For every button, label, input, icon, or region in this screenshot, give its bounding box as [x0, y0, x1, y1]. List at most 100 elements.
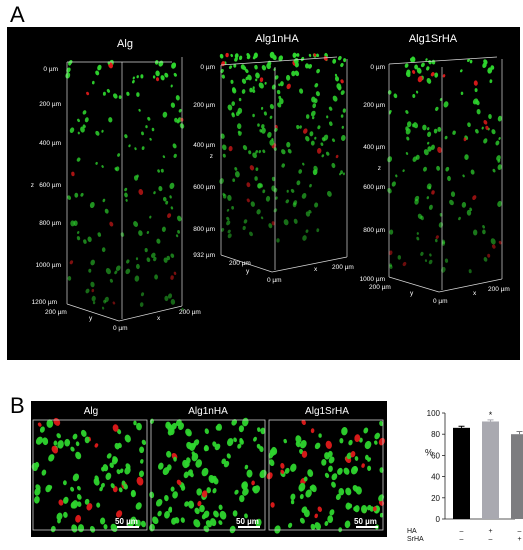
- live-cell: [135, 263, 140, 270]
- live-cell: [338, 86, 342, 91]
- live-cell: [139, 302, 144, 307]
- live-cell: [94, 475, 99, 482]
- live-cell: [405, 152, 409, 155]
- live-cell: [157, 462, 164, 470]
- live-cell: [135, 519, 141, 528]
- live-cell: [275, 196, 278, 200]
- live-cell: [175, 234, 179, 238]
- live-cell: [126, 259, 130, 264]
- live-cell: [238, 55, 243, 60]
- live-cell: [496, 155, 501, 161]
- live-cell: [414, 195, 420, 202]
- live-cell: [201, 513, 207, 520]
- live-cell: [109, 278, 113, 283]
- live-cell: [103, 300, 107, 304]
- live-cell: [285, 74, 291, 81]
- live-cell: [249, 87, 253, 93]
- live-cell: [260, 106, 264, 110]
- live-cell: [379, 512, 384, 518]
- live-cell: [303, 476, 308, 482]
- live-cell: [412, 94, 416, 98]
- condition-rows: HA – + –SrHA – – +: [407, 528, 522, 543]
- live-cell: [321, 137, 326, 142]
- dead-cell: [109, 221, 114, 227]
- live-cell: [34, 487, 41, 496]
- x-axis-label: x: [157, 315, 161, 322]
- live-cell: [268, 223, 273, 229]
- live-cell: [462, 174, 465, 178]
- bar-alg1srha: [511, 434, 523, 519]
- live-cell: [331, 473, 338, 481]
- dead-cell: [75, 514, 82, 523]
- live-cell: [430, 144, 435, 150]
- live-cell: [46, 419, 54, 428]
- live-cell: [195, 459, 202, 468]
- live-cell: [233, 437, 237, 443]
- dead-cell: [335, 154, 339, 159]
- live-cell: [124, 192, 128, 198]
- y-tick-label: 40: [431, 473, 440, 482]
- live-cell: [492, 168, 496, 173]
- volume-alg: Alg 0 µm 200 µm 400 µm 600 µm 800 µm 100…: [31, 38, 201, 332]
- live-cell: [106, 453, 112, 459]
- live-cell: [237, 130, 241, 134]
- z-axis-label: z: [210, 153, 213, 160]
- live-cell: [338, 488, 345, 496]
- live-cell: [495, 140, 500, 146]
- live-cell: [97, 64, 102, 71]
- panel-a-3d-volumes: Alg 0 µm 200 µm 400 µm 600 µm 800 µm 100…: [7, 27, 520, 360]
- live-cell: [212, 488, 217, 494]
- dead-cell: [266, 472, 273, 480]
- live-cell: [295, 435, 302, 444]
- live-cell: [422, 124, 427, 131]
- live-cell: [128, 144, 131, 148]
- origin-label: 0 µm: [267, 277, 282, 284]
- live-cell: [473, 229, 478, 236]
- live-cell: [74, 192, 79, 198]
- live-cell: [104, 296, 109, 303]
- live-cell: [464, 154, 469, 160]
- dead-cell: [340, 79, 344, 84]
- live-cell: [369, 506, 374, 512]
- live-cell: [434, 238, 438, 243]
- live-cell: [162, 196, 167, 202]
- live-cell: [269, 139, 275, 146]
- live-cell: [311, 116, 315, 120]
- live-cell: [130, 489, 136, 497]
- live-cell: [71, 500, 79, 509]
- z-tick: 600 µm: [39, 182, 61, 189]
- live-cell: [265, 195, 271, 202]
- dead-cell: [91, 288, 95, 293]
- live-cell: [305, 211, 311, 217]
- live-cell: [157, 510, 162, 517]
- live-cell: [146, 231, 150, 234]
- volume-title: Alg: [117, 38, 133, 50]
- live-cell: [164, 495, 169, 502]
- live-cell: [231, 206, 235, 210]
- live-cell: [188, 500, 195, 509]
- panel-b-letter: B: [10, 393, 25, 418]
- dead-cell: [170, 275, 174, 280]
- live-cell: [337, 467, 343, 475]
- live-cell: [354, 456, 359, 461]
- live-cell: [343, 58, 347, 63]
- micrograph-title: Alg1nHA: [188, 406, 228, 417]
- live-cell: [481, 126, 484, 130]
- live-cell: [344, 520, 351, 529]
- live-cell: [124, 466, 131, 475]
- live-cell: [76, 485, 81, 491]
- y-axis-label: y: [89, 315, 93, 322]
- dead-cell: [325, 440, 332, 449]
- live-cell: [363, 427, 369, 434]
- live-cell: [160, 75, 165, 81]
- live-cell: [444, 135, 448, 140]
- condition-label: HA: [407, 528, 417, 535]
- live-cell: [220, 133, 225, 139]
- micrograph-alg: Alg 50 µm: [31, 406, 148, 533]
- live-cell: [468, 269, 472, 274]
- live-cell: [428, 60, 432, 65]
- z-tick: 0 µm: [200, 64, 215, 71]
- cell-cloud: [387, 56, 503, 274]
- live-cell: [57, 440, 64, 449]
- live-cell: [254, 176, 258, 181]
